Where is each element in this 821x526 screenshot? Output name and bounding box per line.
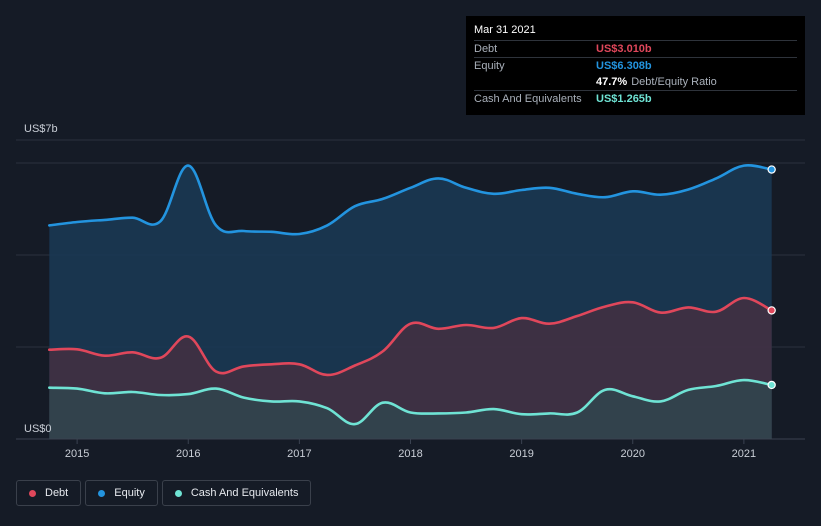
debt-line	[48, 296, 773, 377]
data-tooltip: Mar 31 2021 Debt US$3.010b Equity US$6.3…	[466, 16, 805, 115]
x-tick-label: 2020	[621, 448, 645, 460]
tooltip-ratio-value: 47.7%	[596, 76, 628, 88]
y-axis-bottom-label: US$0	[24, 423, 52, 435]
tooltip-date: Mar 31 2021	[474, 24, 536, 36]
x-tick-label: 2015	[65, 448, 89, 460]
equity-dot-icon	[98, 489, 106, 497]
legend-debt-label: Debt	[45, 487, 69, 499]
cash-end-marker	[767, 380, 776, 390]
cash-line	[48, 378, 773, 426]
tooltip-cash-row: Cash And Equivalents US$1.265b	[474, 90, 797, 107]
legend-item-cash[interactable]: Cash And Equivalents	[161, 480, 312, 506]
debt-end-marker	[767, 306, 776, 315]
x-tick-label: 2018	[398, 448, 422, 460]
end-markers	[767, 165, 776, 390]
x-tick-label: 2021	[732, 448, 756, 460]
series-lines	[48, 163, 773, 426]
tooltip-equity-value: US$6.308b	[596, 60, 652, 72]
tooltip-debt-row: Debt US$3.010b	[474, 40, 797, 57]
tooltip-debt-value: US$3.010b	[596, 43, 652, 55]
series-areas	[49, 165, 772, 439]
tooltip-equity-label: Equity	[474, 60, 505, 72]
tooltip-equity-row: Equity US$6.308b	[474, 57, 797, 74]
legend-item-equity[interactable]: Equity	[85, 480, 158, 506]
legend-cash-label: Cash And Equivalents	[190, 487, 299, 499]
cash-dot-icon	[174, 489, 182, 497]
cash-area	[49, 380, 772, 439]
equity-end-marker	[767, 165, 776, 174]
x-tick-label: 2017	[287, 448, 311, 460]
x-tick-label: 2016	[176, 448, 200, 460]
tooltip-debt-label: Debt	[474, 43, 498, 55]
legend-equity-label: Equity	[114, 487, 145, 499]
tooltip-cash-value: US$1.265b	[596, 93, 652, 105]
legend-item-debt[interactable]: Debt	[16, 480, 82, 506]
x-tick-label: 2019	[509, 448, 533, 460]
tooltip-ratio-spacer	[474, 74, 596, 90]
tooltip-cash-label: Cash And Equivalents	[474, 93, 582, 105]
y-axis-top-label: US$7b	[24, 123, 58, 135]
axes: 2015 2016 2017 2018 2019 2020 2021 US$7b US$0	[16, 123, 805, 460]
chart-legend: Debt Equity Cash And Equivalents	[16, 480, 312, 506]
equity-line	[48, 163, 773, 236]
tooltip-ratio-row: 47.7% Debt/Equity Ratio	[474, 74, 797, 90]
tooltip-ratio-label: Debt/Equity Ratio	[631, 76, 717, 88]
debt-dot-icon	[29, 489, 36, 497]
